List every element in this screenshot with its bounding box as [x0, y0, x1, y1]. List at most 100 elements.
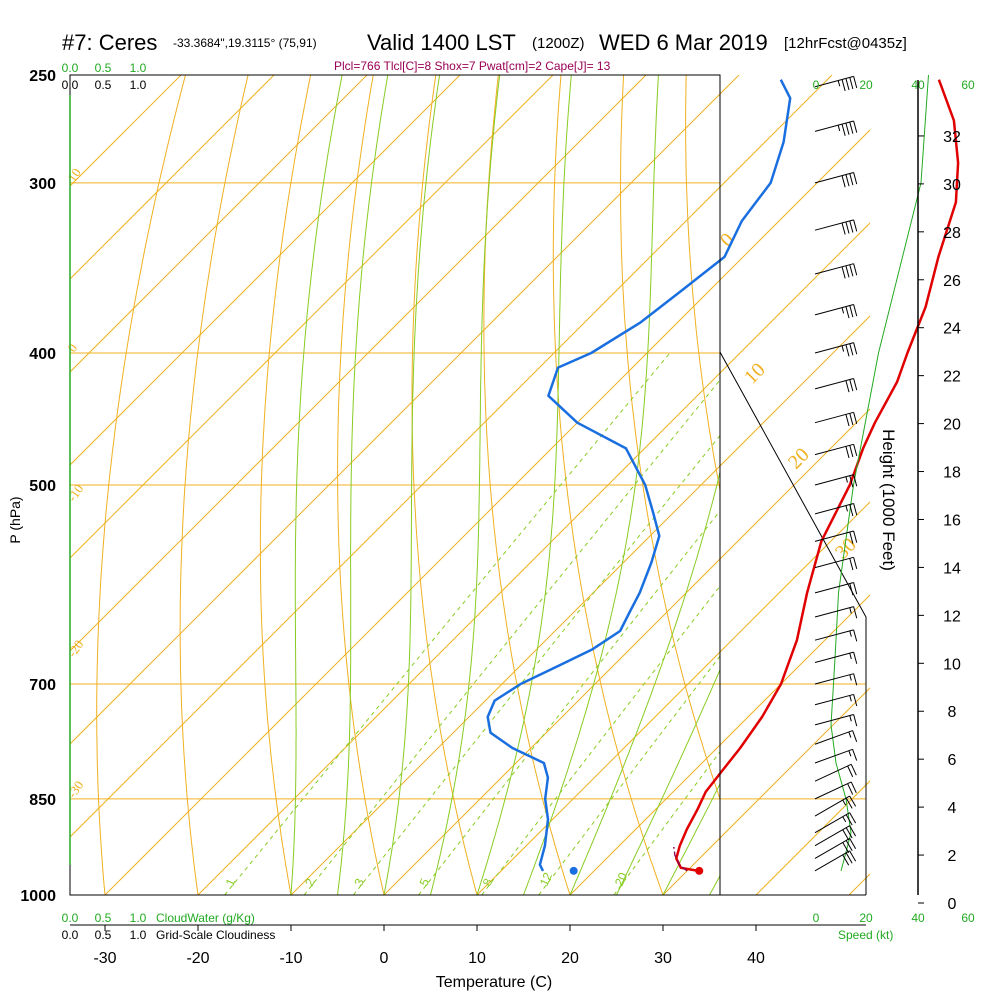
- wind-barb-staff: [814, 713, 854, 726]
- isotherm: [70, 75, 275, 280]
- x-axis-label: Temperature (C): [436, 974, 552, 991]
- wind-barb-flag: [853, 629, 858, 642]
- wind-barb: [814, 812, 857, 834]
- cloudiness-tick-bottom: 0.5: [95, 928, 112, 942]
- wind-barb-flag: [849, 343, 854, 356]
- speed-tick-top: 60: [961, 78, 975, 92]
- isotherm: [70, 75, 647, 652]
- cloud-water-tick-top: 1.0: [130, 61, 147, 75]
- wind-barb-flag: [853, 530, 858, 543]
- mixing-ratio-line: [303, 379, 720, 895]
- wind-barb-flag: [845, 797, 853, 809]
- isotherm-extension: [720, 129, 870, 281]
- wind-barb: [814, 713, 858, 727]
- height-tick-label: 18: [943, 465, 961, 482]
- mixing-ratio-label: 5: [417, 876, 433, 888]
- isotherm: [70, 186, 720, 838]
- wind-barb: [814, 120, 858, 136]
- chart-title-utc: (1200Z): [532, 35, 585, 52]
- surface-temperature-marker: [695, 866, 704, 875]
- wind-barb-flag: [849, 264, 854, 277]
- isotherm-extension: [720, 687, 870, 839]
- wind-barb-flag: [841, 79, 846, 92]
- mixing-ratio-line: [418, 510, 720, 895]
- surface-dewpoint-marker: [569, 866, 578, 875]
- wind-barb-flag: [853, 444, 858, 457]
- wind-barb-flag: [853, 342, 858, 355]
- wind-barb-flag: [845, 446, 850, 459]
- isotherm: [476, 651, 720, 895]
- isotherm: [70, 93, 720, 745]
- wind-barb-flag: [849, 812, 857, 824]
- isotherm: [104, 279, 720, 895]
- cloudiness-tick-top: 0.5: [95, 78, 112, 92]
- wind-barb-flag: [849, 173, 854, 186]
- wind-barb-flag: [842, 842, 850, 854]
- height-tick-label: 32: [943, 129, 961, 146]
- wind-barb-flag: [853, 694, 858, 707]
- wind-barb-half-flag: [849, 674, 852, 681]
- wind-barb-flag: [853, 172, 858, 185]
- wind-barb-flag: [853, 673, 858, 686]
- wind-barb-flag: [852, 749, 858, 761]
- x-tick-label: 0: [380, 950, 389, 967]
- wind-barb-flag: [845, 380, 850, 393]
- wind-speed-curve: [830, 74, 929, 872]
- wind-barb-half-flag: [842, 799, 847, 806]
- mixing-ratio-label: 2: [302, 876, 318, 888]
- wind-barb: [814, 530, 858, 544]
- wind-barb-flag: [845, 827, 853, 839]
- x-tick-label: -10: [279, 950, 302, 967]
- chart-title-station: #7: Ceres: [62, 30, 158, 55]
- wind-barb-half-flag: [849, 715, 852, 722]
- stability-indices: Plcl=766 Tlcl[C]=8 Shox=7 Pwat[cm]=2 Cap…: [334, 59, 611, 73]
- isotherm-label-left: 0: [64, 341, 80, 355]
- height-tick-label: 24: [943, 321, 961, 338]
- moist-adiabat: [337, 75, 389, 895]
- cloudiness-tick-top: 0.0: [62, 78, 79, 92]
- wind-barb: [814, 730, 858, 745]
- moist-adiabat: [476, 75, 572, 895]
- wind-barb-flag: [849, 445, 854, 458]
- wind-barb-staff: [814, 556, 854, 569]
- speed-axis-label: Speed (kt): [838, 928, 893, 942]
- height-tick-label: 28: [943, 225, 961, 242]
- wind-barb-flag: [845, 852, 853, 864]
- dry-adiabat: [685, 75, 720, 493]
- dry-adiabat: [411, 75, 478, 895]
- isotherm: [70, 75, 461, 466]
- wind-barb: [814, 219, 858, 235]
- wind-barb-staff: [814, 606, 854, 618]
- wind-barb-flag: [850, 781, 857, 794]
- x-tick-label: 30: [654, 950, 672, 967]
- moist-adiabat: [662, 782, 720, 895]
- isotherm-label-left: 10: [64, 165, 84, 184]
- cloud-water-tick-top: 0.5: [95, 61, 112, 75]
- wind-barb-flag: [841, 124, 846, 136]
- cloud-water-tick-bottom: 1.0: [130, 911, 147, 925]
- height-tick-label: 10: [943, 656, 961, 673]
- speed-tick-bottom: 60: [961, 911, 975, 925]
- wind-barb-staff: [814, 411, 854, 424]
- height-tick-label: 26: [943, 273, 961, 290]
- wind-barb: [814, 556, 858, 571]
- cloudiness-tick-bottom: 1.0: [130, 928, 147, 942]
- isotherm: [383, 558, 720, 895]
- wind-barb-flag: [849, 305, 854, 318]
- chart-title-valid: Valid 1400 LST: [367, 30, 516, 55]
- wind-barb-staff: [814, 120, 854, 132]
- chart-title-coords: -33.3684",19.3115° (75,91): [173, 36, 317, 50]
- wind-barb: [814, 629, 858, 642]
- height-tick-label: 22: [943, 369, 961, 386]
- wind-barb-flag: [853, 582, 858, 595]
- wind-barb: [814, 825, 857, 847]
- profile-temperature: [675, 79, 960, 873]
- wind-barb-flag: [842, 829, 850, 841]
- mixing-ratio-label: 8: [480, 876, 496, 888]
- wind-barb: [814, 582, 858, 596]
- cloud-water-label: CloudWater (g/Kg): [156, 911, 255, 925]
- isotherm-extension: [848, 873, 870, 895]
- wind-barb-half-flag: [845, 476, 848, 483]
- height-tick-label: 6: [948, 752, 957, 769]
